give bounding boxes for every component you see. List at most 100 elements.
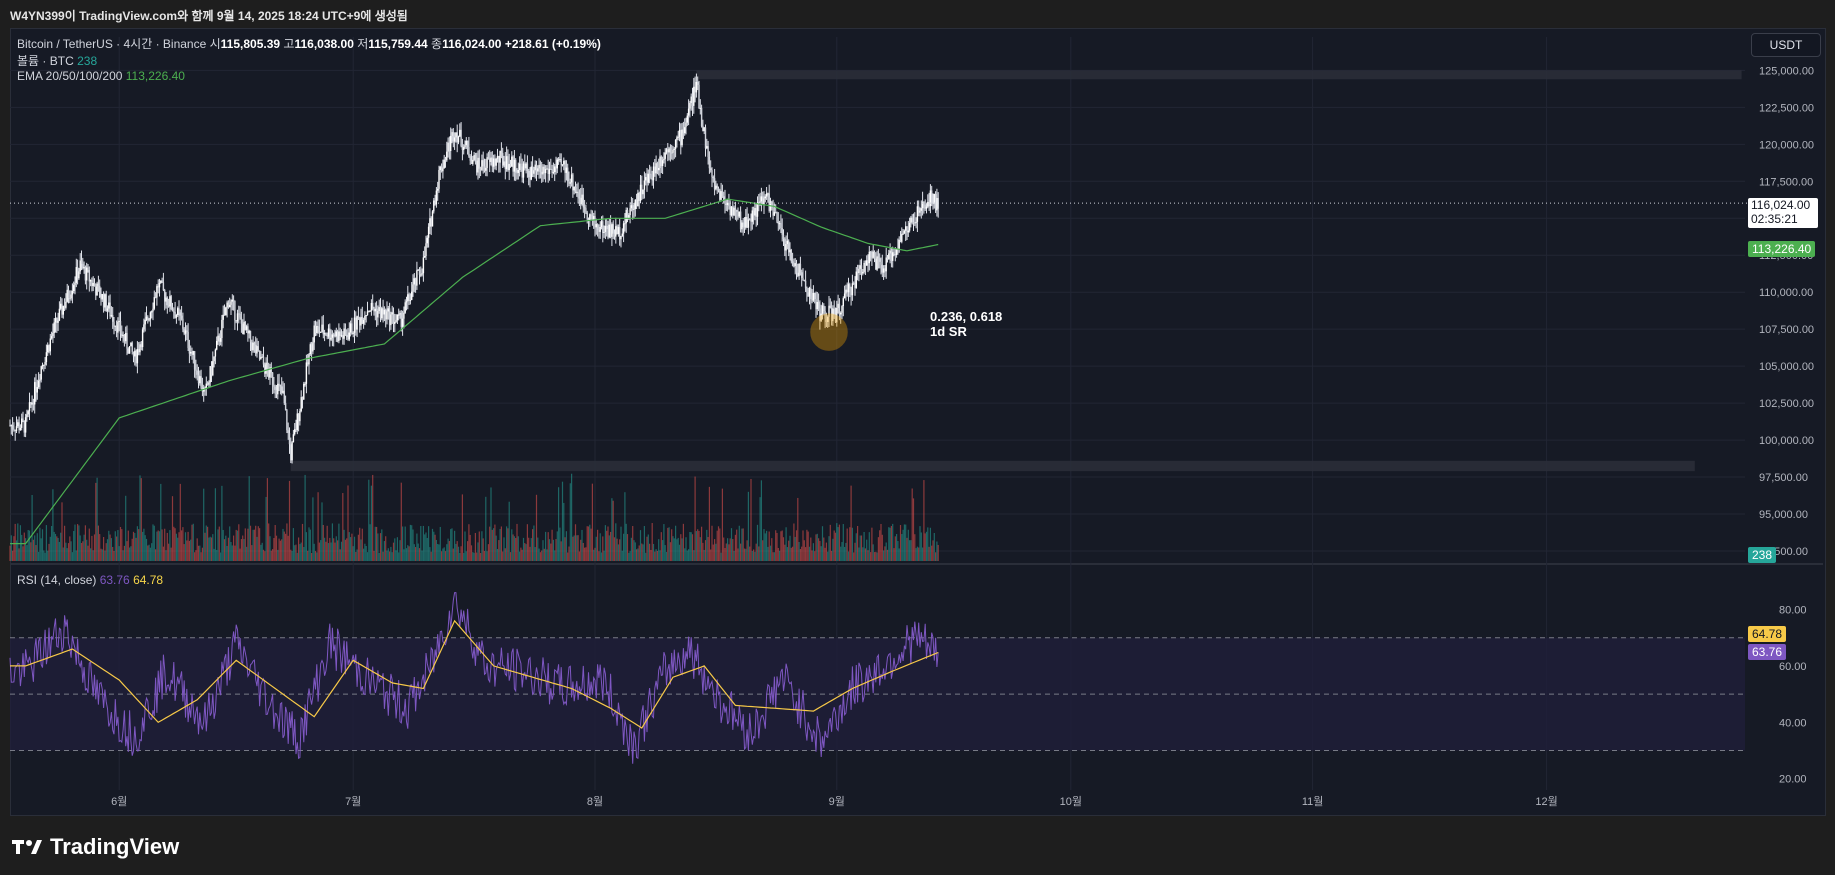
volume-bar	[720, 552, 722, 561]
volume-bar	[937, 544, 939, 561]
volume-bar	[482, 538, 484, 561]
volume-bar	[794, 536, 796, 561]
candle-body	[503, 161, 505, 166]
volume-bar	[806, 529, 808, 561]
candle-body	[799, 263, 802, 273]
volume-bar	[455, 543, 457, 561]
candle-body	[32, 402, 35, 405]
candle-body	[888, 253, 890, 259]
volume-bar	[368, 479, 370, 561]
candle-body	[35, 382, 37, 393]
candle-body	[546, 168, 548, 170]
candle-body	[621, 233, 623, 236]
volume-bar	[591, 483, 593, 561]
candle-body	[910, 217, 912, 223]
volume-bar	[99, 534, 101, 561]
candle-body	[691, 96, 694, 106]
highlight-circle[interactable]	[810, 313, 848, 351]
volume-bar	[753, 549, 755, 561]
ema-label[interactable]: EMA 20/50/100/200	[17, 69, 123, 83]
volume-bar	[646, 536, 648, 561]
candle-body	[125, 333, 127, 342]
volume-bar	[291, 551, 293, 561]
candle-body	[602, 221, 604, 234]
rsi-ma-line[interactable]	[10, 619, 939, 729]
volume-bar	[814, 551, 816, 561]
volume-bar	[86, 539, 88, 561]
volume-bar	[667, 527, 669, 561]
volume-bar	[340, 541, 343, 561]
candle-body	[882, 268, 885, 273]
candle-body	[673, 148, 675, 150]
volume-bar	[797, 497, 799, 561]
volume-bar	[229, 526, 231, 561]
candle-body	[515, 159, 517, 173]
candle-body	[893, 252, 895, 255]
symbol-label[interactable]: Bitcoin / TetherUS · 4시간 · Binance	[17, 37, 207, 51]
volume-bar	[915, 548, 917, 561]
volume-bar	[625, 523, 627, 561]
volume-bar	[135, 537, 137, 561]
volume-bar	[350, 537, 352, 561]
candle-body	[314, 325, 317, 334]
volume-bar	[467, 541, 469, 561]
volume-bar	[554, 550, 556, 561]
volume-bar	[351, 533, 353, 561]
candle-body	[908, 222, 911, 231]
candle-body	[639, 184, 642, 201]
candle-body	[351, 323, 353, 334]
volume-bar	[543, 548, 545, 561]
volume-bar	[268, 523, 270, 561]
volume-bar	[650, 549, 652, 561]
volume-bar	[899, 525, 902, 561]
candle-body	[26, 414, 28, 418]
volume-bar	[678, 544, 681, 561]
currency-selector[interactable]: USDT	[1751, 33, 1821, 57]
volume-label[interactable]: 볼륨 · BTC	[17, 54, 74, 68]
volume-bar	[658, 539, 660, 561]
volume-bar	[429, 547, 431, 561]
volume-bar	[183, 544, 185, 561]
candle-body	[775, 212, 777, 214]
candle-body	[262, 356, 265, 365]
candle-body	[643, 180, 646, 190]
volume-bar	[370, 485, 372, 561]
volume-bar	[139, 475, 141, 561]
candle-body	[238, 313, 240, 315]
candle-body	[729, 206, 731, 216]
volume-bar	[649, 543, 651, 561]
volume-bar	[580, 539, 582, 561]
candle-body	[307, 362, 309, 365]
rsi-legend: RSI (14, close) 63.76 64.78	[17, 573, 163, 587]
volume-bar	[434, 534, 436, 561]
candle-body	[741, 222, 743, 230]
rsi-label[interactable]: RSI (14, close)	[17, 573, 97, 587]
candle-body	[219, 338, 222, 342]
horizontal-zone[interactable]	[290, 460, 1695, 472]
volume-bar	[910, 540, 912, 561]
candle-body	[856, 271, 859, 274]
candle-body	[686, 115, 688, 123]
volume-bar	[886, 549, 889, 561]
candle-body	[89, 279, 92, 282]
volume-bar	[611, 498, 613, 561]
candle-body	[567, 167, 569, 182]
horizontal-zone[interactable]	[696, 70, 1742, 80]
candle-body	[50, 336, 53, 339]
candle-body	[369, 310, 371, 312]
candle-body	[512, 156, 514, 172]
candle-body	[230, 301, 232, 305]
volume-bar	[556, 531, 558, 561]
candle-body	[678, 129, 681, 137]
rsi-line[interactable]	[9, 592, 939, 764]
candle-body	[245, 326, 248, 330]
candle-body	[158, 282, 161, 288]
candle-body	[460, 129, 462, 146]
volume-bar	[166, 532, 168, 561]
candle-body	[444, 159, 447, 161]
volume-bar	[624, 492, 626, 561]
volume-bar	[864, 548, 866, 561]
ema-line[interactable]	[10, 198, 939, 545]
candle-body	[232, 299, 235, 301]
